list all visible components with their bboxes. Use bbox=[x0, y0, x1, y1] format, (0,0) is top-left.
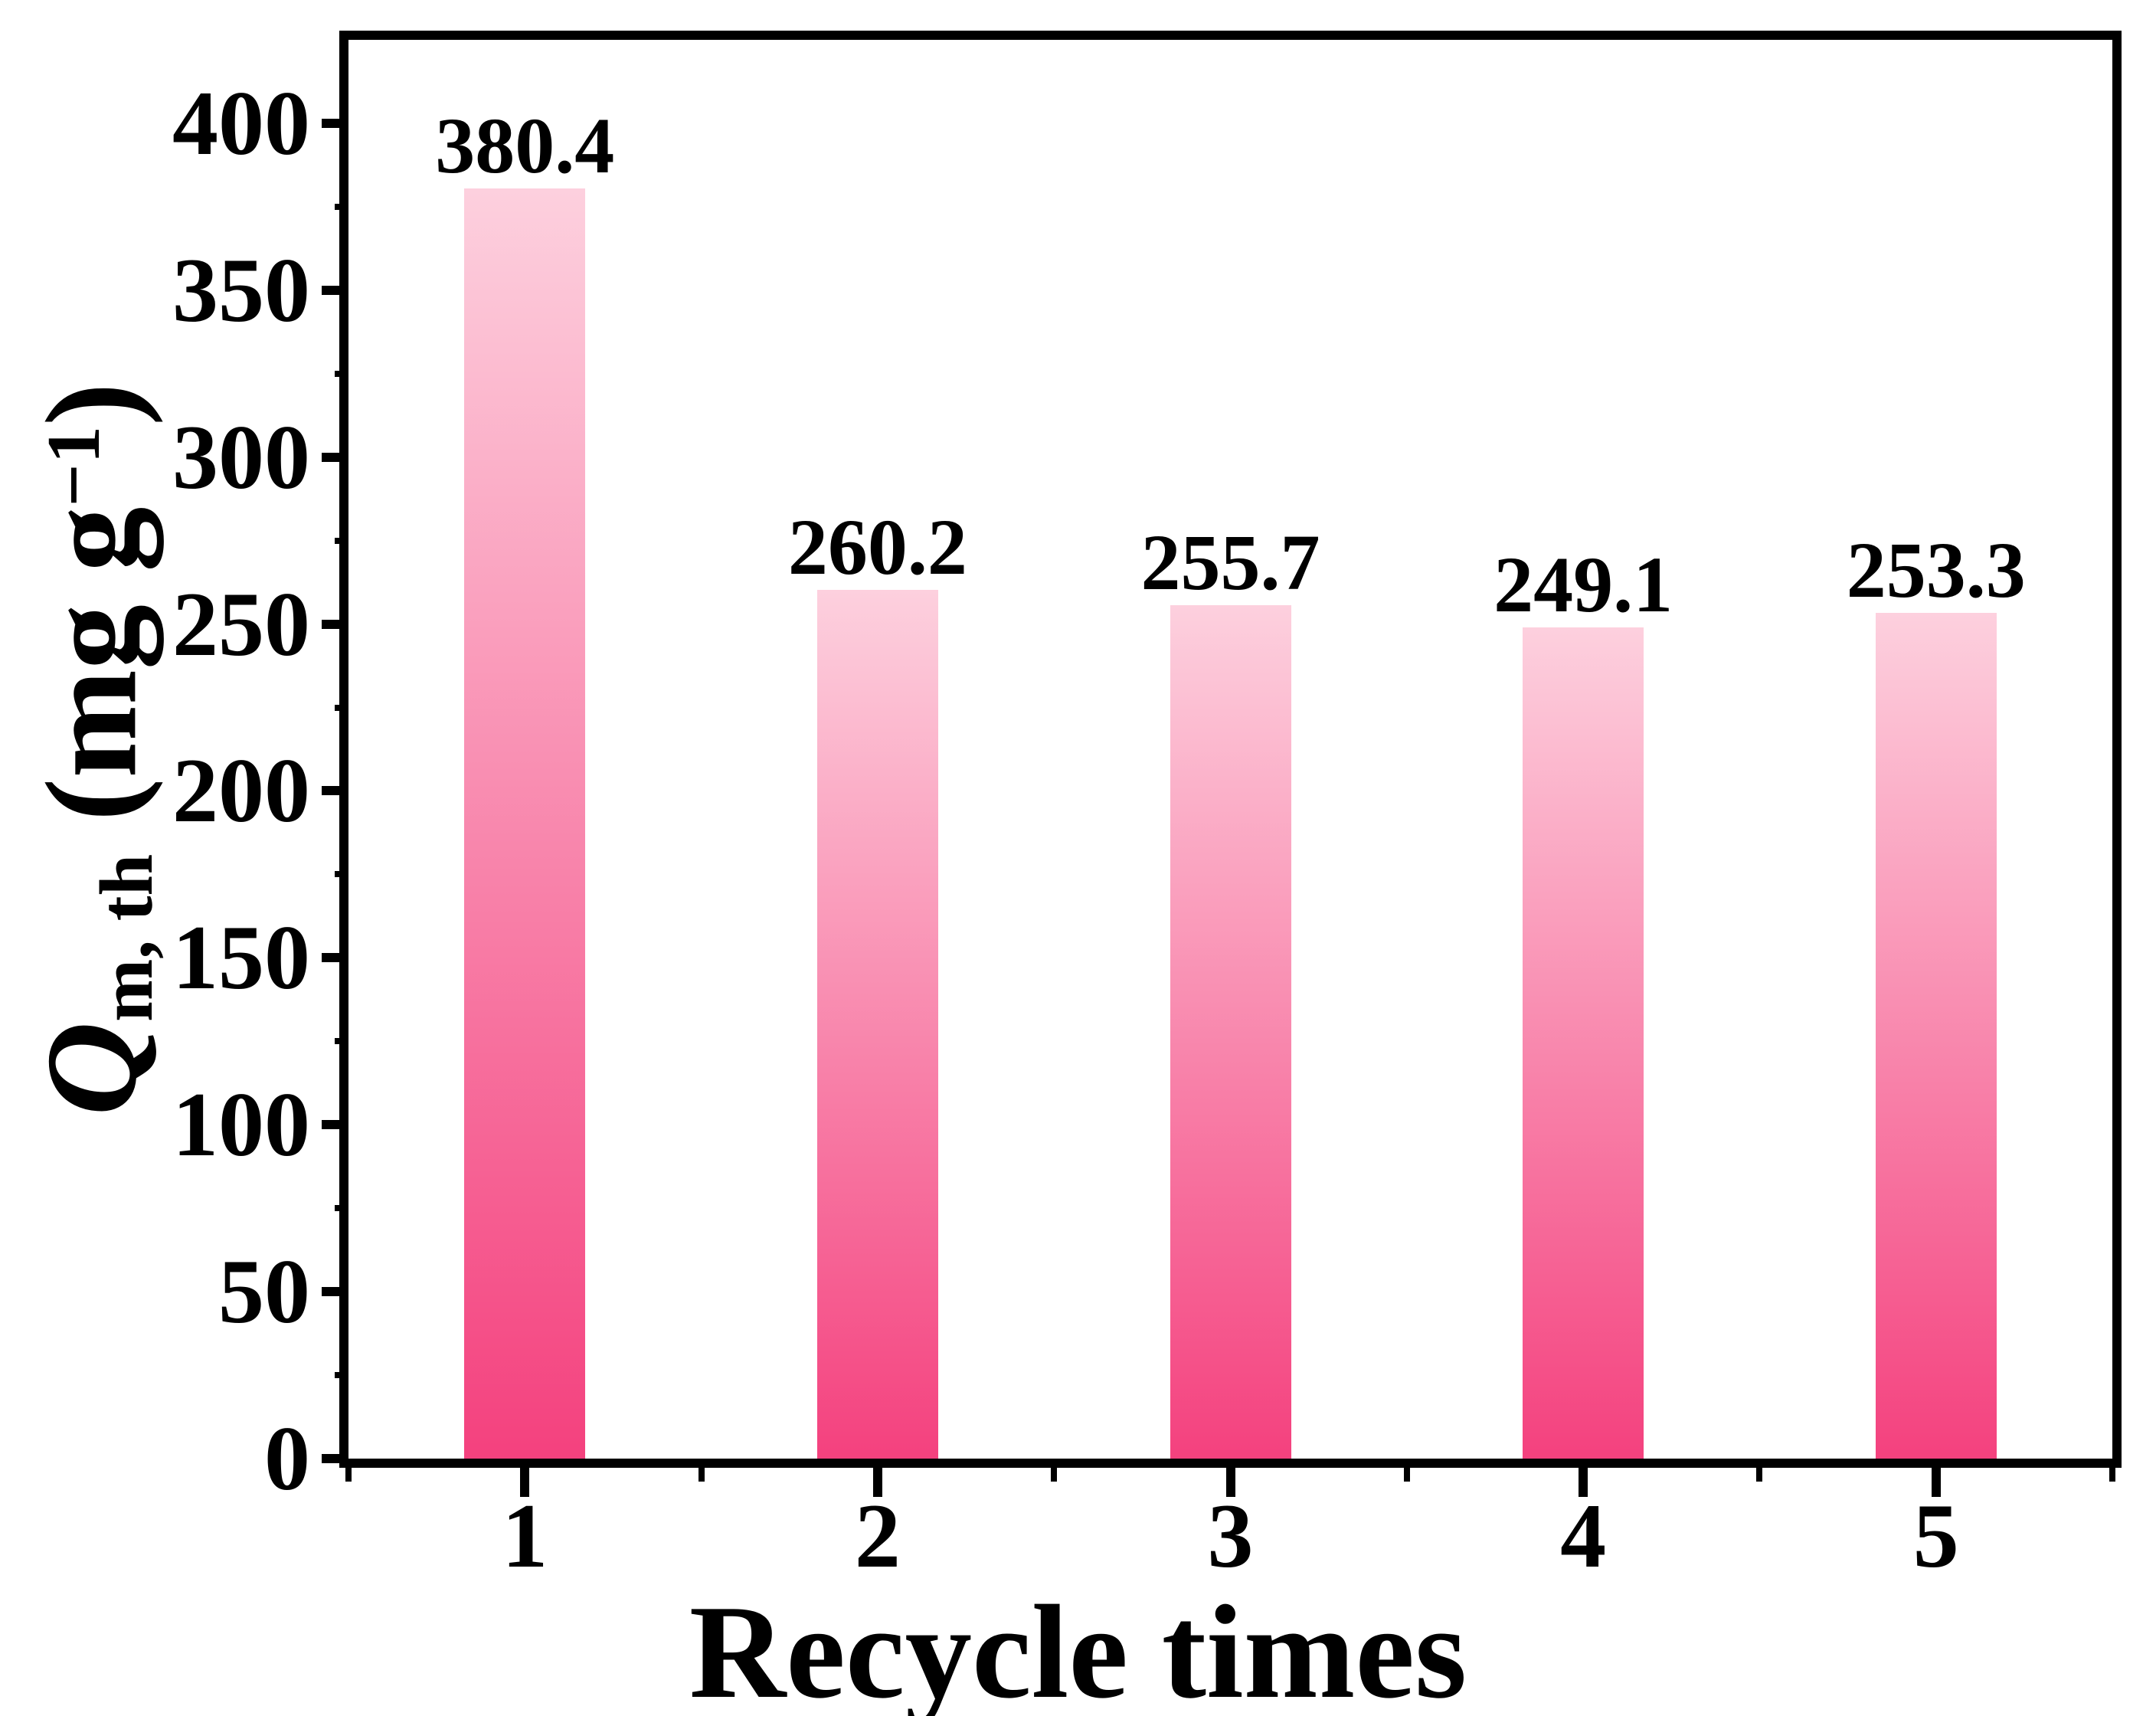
y-major-tick bbox=[322, 118, 348, 128]
x-minor-tick bbox=[345, 1468, 352, 1482]
plot-frame bbox=[339, 31, 2122, 1468]
y-axis-subscript: m, th bbox=[85, 853, 169, 1022]
x-tick-label: 2 bbox=[854, 1485, 901, 1587]
y-tick-label: 350 bbox=[172, 238, 310, 341]
y-major-tick bbox=[322, 1287, 348, 1297]
y-tick-label: 300 bbox=[172, 405, 310, 508]
y-tick-label: 100 bbox=[172, 1073, 310, 1176]
y-minor-tick bbox=[335, 871, 348, 878]
x-minor-tick bbox=[1403, 1468, 1410, 1482]
y-major-tick bbox=[322, 619, 348, 629]
y-minor-tick bbox=[335, 537, 348, 544]
x-tick-label: 3 bbox=[1207, 1485, 1254, 1587]
y-axis-unit-close: ) bbox=[19, 382, 164, 427]
x-major-tick bbox=[1225, 1468, 1235, 1497]
x-minor-tick bbox=[698, 1468, 705, 1482]
y-major-tick bbox=[322, 786, 348, 796]
y-tick-label: 0 bbox=[264, 1407, 310, 1509]
y-minor-tick bbox=[335, 1038, 348, 1045]
y-tick-label: 400 bbox=[172, 71, 310, 174]
y-tick-label: 150 bbox=[172, 906, 310, 1009]
x-major-tick bbox=[1579, 1468, 1588, 1497]
x-tick-label: 5 bbox=[1912, 1485, 1959, 1587]
bar bbox=[1875, 613, 1997, 1459]
x-major-tick bbox=[520, 1468, 530, 1497]
bar-value-label: 255.7 bbox=[1140, 518, 1320, 607]
x-minor-tick bbox=[1756, 1468, 1763, 1482]
x-tick-label: 1 bbox=[502, 1485, 548, 1587]
bar-value-label: 260.2 bbox=[787, 503, 967, 592]
y-tick-label: 200 bbox=[172, 739, 310, 842]
y-tick-label: 250 bbox=[172, 572, 310, 675]
bar-value-label: 253.3 bbox=[1846, 526, 2026, 615]
y-axis-title: Qm, th (mg g−1) bbox=[19, 382, 169, 1115]
y-minor-tick bbox=[335, 370, 348, 377]
y-minor-tick bbox=[335, 1372, 348, 1379]
bar-value-label: 249.1 bbox=[1493, 540, 1673, 629]
y-axis-unit-open: (mg g bbox=[19, 506, 164, 854]
x-axis-title: Recycle times bbox=[689, 1577, 1467, 1716]
y-tick-label: 50 bbox=[218, 1240, 310, 1343]
x-minor-tick bbox=[1051, 1468, 1058, 1482]
x-major-tick bbox=[1931, 1468, 1941, 1497]
y-major-tick bbox=[322, 1454, 348, 1463]
y-axis-unit-exponent: −1 bbox=[32, 426, 116, 507]
x-minor-tick bbox=[2109, 1468, 2115, 1482]
x-major-tick bbox=[872, 1468, 882, 1497]
y-minor-tick bbox=[335, 704, 348, 711]
y-minor-tick bbox=[335, 1205, 348, 1212]
y-major-tick bbox=[322, 452, 348, 462]
bar-value-label: 380.4 bbox=[435, 102, 615, 191]
y-axis-quantity-symbol: Q bbox=[19, 1021, 164, 1116]
y-minor-tick bbox=[335, 203, 348, 210]
bar bbox=[1523, 627, 1644, 1459]
y-major-tick bbox=[322, 285, 348, 295]
y-major-tick bbox=[322, 953, 348, 963]
bar bbox=[1170, 604, 1291, 1459]
bar bbox=[816, 590, 938, 1459]
y-major-tick bbox=[322, 1120, 348, 1130]
x-tick-label: 4 bbox=[1560, 1485, 1607, 1587]
bar bbox=[464, 188, 586, 1459]
